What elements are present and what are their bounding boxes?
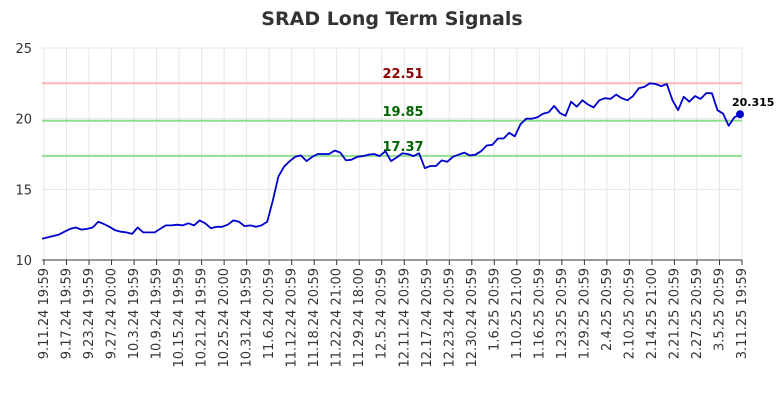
x-tick-label: 1.29.25 20:59 bbox=[577, 268, 592, 359]
x-tick-label: 10.9.24 19:59 bbox=[150, 268, 165, 359]
y-tick-label: 10 bbox=[15, 254, 32, 269]
reference-line-label: 22.51 bbox=[382, 67, 423, 82]
x-tick-label: 12.11.24 20:59 bbox=[397, 268, 412, 368]
x-tick-label: 12.17.24 20:59 bbox=[420, 268, 435, 368]
x-tick-label: 11.6.24 20:59 bbox=[262, 268, 277, 359]
x-tick-label: 1.6.25 20:59 bbox=[487, 268, 502, 351]
x-tick-label: 2.4.25 20:59 bbox=[600, 268, 615, 351]
last-point-marker bbox=[736, 110, 744, 119]
y-tick-label: 25 bbox=[15, 42, 32, 57]
x-tick-label: 12.30.24 20:59 bbox=[465, 268, 480, 368]
y-tick-label: 15 bbox=[15, 183, 32, 198]
x-tick-label: 3.5.25 20:59 bbox=[712, 268, 727, 351]
x-tick-label: 10.3.24 19:59 bbox=[127, 268, 142, 359]
x-tick-label: 11.29.24 18:00 bbox=[352, 268, 367, 368]
x-tick-label: 1.10.25 21:00 bbox=[510, 268, 525, 359]
x-tick-label: 1.23.25 20:59 bbox=[555, 268, 570, 359]
x-tick-label: 12.23.24 20:59 bbox=[442, 268, 457, 368]
axis-layer: 10 15 20 25 9.11.24 19:59 9.17.24 19:59 9.23.2… bbox=[15, 42, 750, 368]
x-tick-label: 2.27.25 20:59 bbox=[690, 268, 705, 359]
x-tick-label: 2.21.25 20:59 bbox=[667, 268, 682, 359]
x-tick-label: 9.23.24 19:59 bbox=[82, 268, 97, 359]
last-point-label: 20.315 bbox=[732, 96, 774, 109]
reference-lines: 22.51 19.85 17.37 bbox=[42, 67, 742, 157]
x-tick-label: 11.12.24 20:59 bbox=[285, 268, 300, 368]
x-tick-label: 1.16.25 20:59 bbox=[532, 268, 547, 359]
x-tick-label: 10.25.24 20:00 bbox=[217, 268, 232, 368]
x-tick-label: 9.27.24 20:00 bbox=[105, 268, 120, 359]
y-tick-label: 20 bbox=[15, 113, 32, 128]
x-tick-label: 11.18.24 20:59 bbox=[307, 268, 322, 368]
x-tick-label: 10.15.24 19:59 bbox=[172, 268, 187, 368]
price-line bbox=[41, 82, 741, 240]
reference-line-label: 17.37 bbox=[382, 140, 423, 155]
x-tick-label: 11.22.24 21:00 bbox=[330, 268, 345, 368]
series-layer: 20.315 bbox=[41, 82, 774, 240]
x-tick-label: 3.11.25 19:59 bbox=[735, 268, 750, 359]
x-tick-label: 2.10.25 20:59 bbox=[622, 268, 637, 359]
chart-title: SRAD Long Term Signals bbox=[261, 8, 522, 30]
x-tick-label: 10.21.24 19:59 bbox=[195, 268, 210, 368]
x-tick-label: 9.17.24 19:59 bbox=[60, 268, 75, 359]
x-tick-label: 2.14.25 21:00 bbox=[645, 268, 660, 359]
x-tick-label: 12.5.24 20:59 bbox=[375, 268, 390, 359]
reference-line-label: 19.85 bbox=[382, 105, 423, 120]
x-tick-label: 9.11.24 19:59 bbox=[37, 268, 52, 359]
x-tick-label: 10.31.24 19:59 bbox=[240, 268, 255, 368]
